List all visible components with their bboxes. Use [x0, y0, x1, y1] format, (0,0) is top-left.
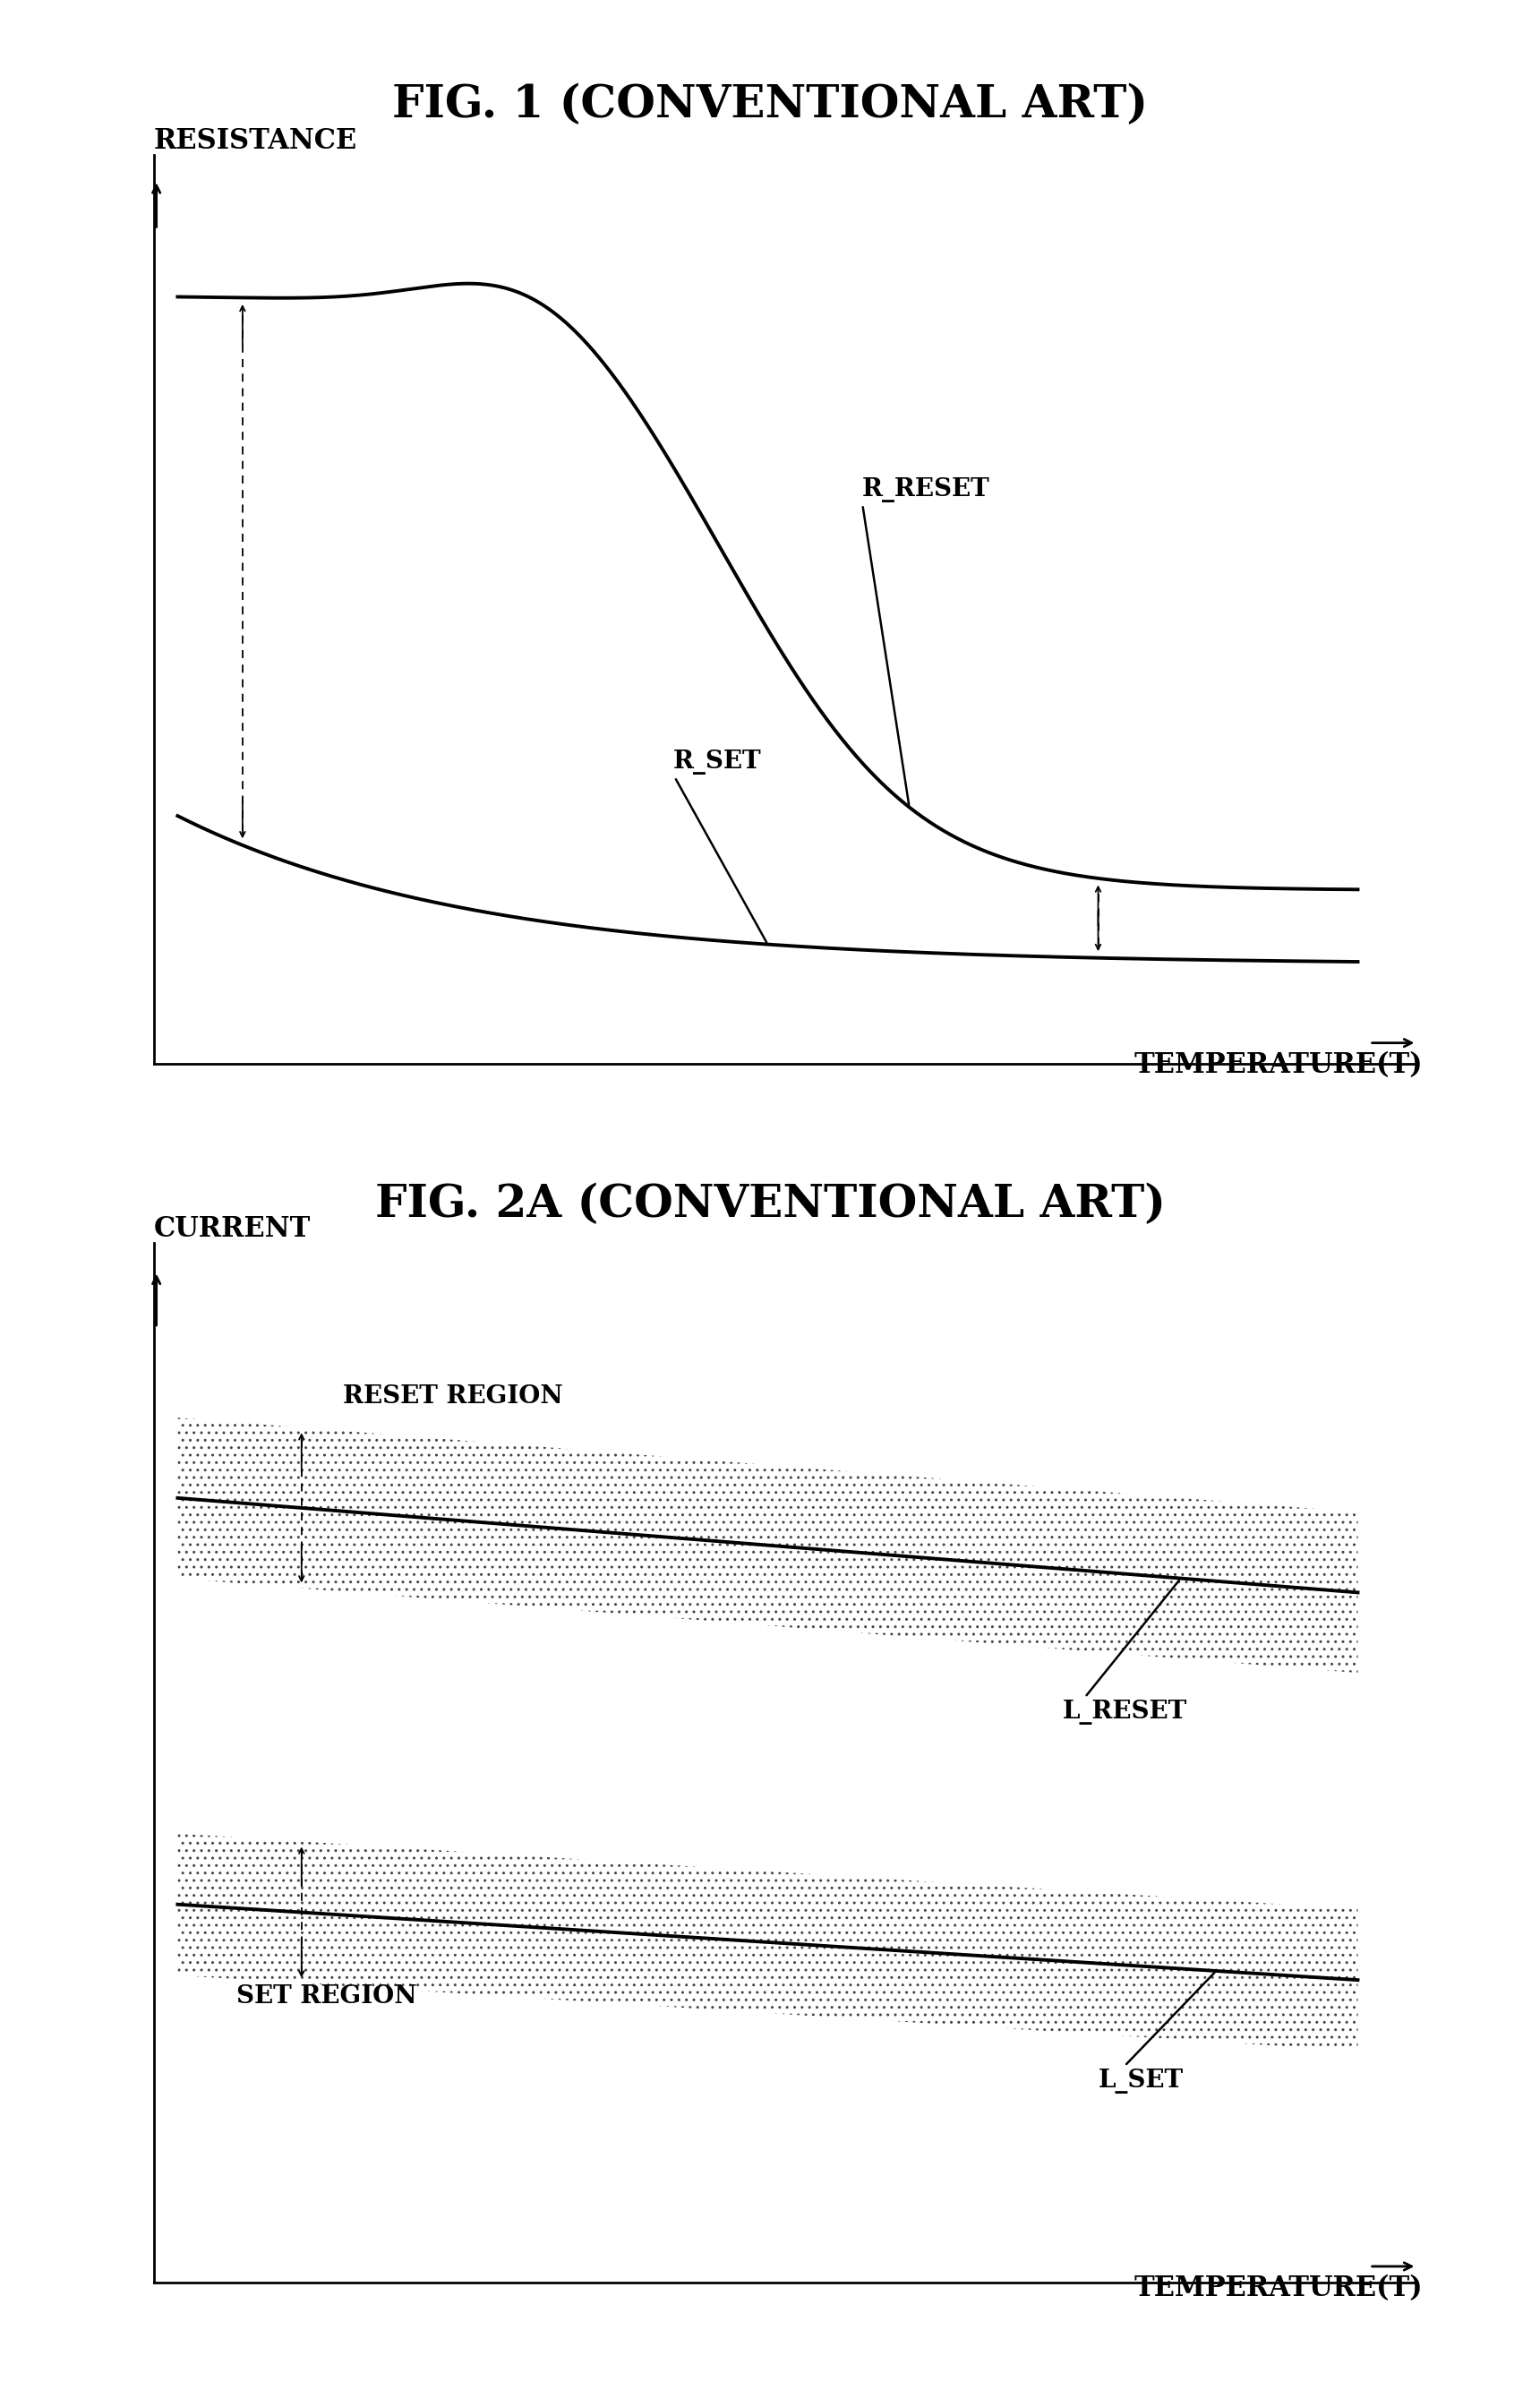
Text: TEMPERATURE(T): TEMPERATURE(T): [1133, 1052, 1423, 1078]
Text: L_SET: L_SET: [1098, 1972, 1215, 2094]
Text: FIG. 2A (CONVENTIONAL ART): FIG. 2A (CONVENTIONAL ART): [374, 1183, 1166, 1226]
Text: L_RESET: L_RESET: [1063, 1580, 1187, 1726]
Text: R_SET: R_SET: [673, 750, 767, 942]
Text: RESET REGION: RESET REGION: [343, 1384, 562, 1408]
Text: R_RESET: R_RESET: [862, 478, 990, 805]
Text: CURRENT: CURRENT: [154, 1214, 311, 1243]
Text: TEMPERATURE(T): TEMPERATURE(T): [1133, 2275, 1423, 2302]
Text: SET REGION: SET REGION: [237, 1984, 417, 2010]
Text: FIG. 1 (CONVENTIONAL ART): FIG. 1 (CONVENTIONAL ART): [393, 84, 1147, 127]
Text: RESISTANCE: RESISTANCE: [154, 127, 357, 155]
